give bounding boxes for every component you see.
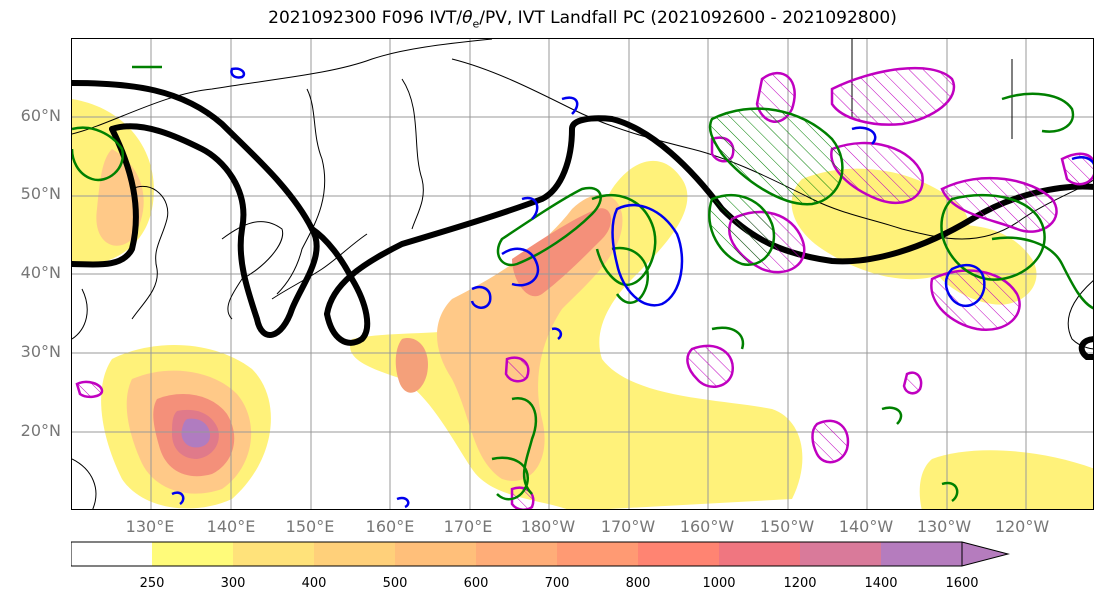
colorbar bbox=[70, 541, 1101, 571]
lon-label-170e: 170°E bbox=[443, 517, 493, 536]
colorbar-segment bbox=[314, 542, 395, 566]
colorbar-segment bbox=[638, 542, 719, 566]
colorbar-tick-label: 1600 bbox=[945, 576, 979, 591]
colorbar-frame bbox=[70, 541, 962, 567]
lat-label-40n: 40°N bbox=[20, 263, 61, 282]
colorbar-tick-label: 400 bbox=[301, 576, 327, 591]
lon-label-120w: 120°W bbox=[994, 517, 1050, 536]
lat-label-60n: 60°N bbox=[20, 106, 61, 125]
colorbar-tick-label: 1200 bbox=[783, 576, 817, 591]
colorbar-tick-label: 1000 bbox=[702, 576, 736, 591]
lat-label-20n: 20°N bbox=[20, 421, 61, 440]
colorbar-segment bbox=[395, 542, 476, 566]
colorbar-segment bbox=[800, 542, 881, 566]
jet-contour bbox=[72, 80, 1093, 360]
landfall-contours bbox=[75, 66, 1093, 509]
lat-label-30n: 30°N bbox=[20, 342, 61, 361]
lon-label-130w: 130°W bbox=[916, 517, 972, 536]
colorbar-segment bbox=[152, 542, 233, 566]
colorbar-tick-label: 1400 bbox=[864, 576, 898, 591]
colorbar-segment bbox=[233, 542, 314, 566]
lon-label-150w: 150°W bbox=[759, 517, 815, 536]
map-panel bbox=[71, 38, 1094, 510]
colorbar-tick-label: 800 bbox=[625, 576, 651, 591]
map-canvas bbox=[72, 39, 1093, 509]
title-suffix: /PV, IVT Landfall PC (2021092600 - 20210… bbox=[479, 8, 897, 28]
colorbar-segment bbox=[71, 542, 152, 566]
lon-label-140w: 140°W bbox=[838, 517, 894, 536]
colorbar-segment bbox=[881, 542, 962, 566]
title-theta-subscript: e bbox=[472, 17, 480, 31]
colorbar-tick-label: 300 bbox=[220, 576, 246, 591]
lon-label-130e: 130°E bbox=[125, 517, 175, 536]
colorbar-tick-label: 250 bbox=[139, 576, 165, 591]
colorbar-tick-label: 700 bbox=[544, 576, 570, 591]
lon-label-180w: 180°W bbox=[520, 517, 576, 536]
map-title: 2021092300 F096 IVT/θe/PV, IVT Landfall … bbox=[0, 8, 1105, 30]
colorbar-segment bbox=[476, 542, 557, 566]
title-prefix: 2021092300 F096 IVT/ bbox=[268, 8, 463, 28]
graticule bbox=[72, 39, 1093, 509]
colorbar-segment bbox=[719, 542, 800, 566]
theta-contours bbox=[72, 65, 1093, 503]
lon-label-160e: 160°E bbox=[365, 517, 415, 536]
pv-contours bbox=[171, 67, 1093, 509]
colorbar-tick-label: 600 bbox=[463, 576, 489, 591]
lon-label-150e: 150°E bbox=[285, 517, 335, 536]
colorbar-segment bbox=[557, 542, 638, 566]
lat-label-50n: 50°N bbox=[20, 184, 61, 203]
colorbar-svg bbox=[70, 541, 1010, 567]
colorbar-extend-arrow bbox=[961, 541, 1010, 567]
lon-label-140e: 140°E bbox=[206, 517, 256, 536]
title-theta: θ bbox=[462, 8, 473, 28]
lon-label-170w: 170°W bbox=[600, 517, 656, 536]
lon-label-160w: 160°W bbox=[679, 517, 735, 536]
colorbar-tick-label: 500 bbox=[382, 576, 408, 591]
